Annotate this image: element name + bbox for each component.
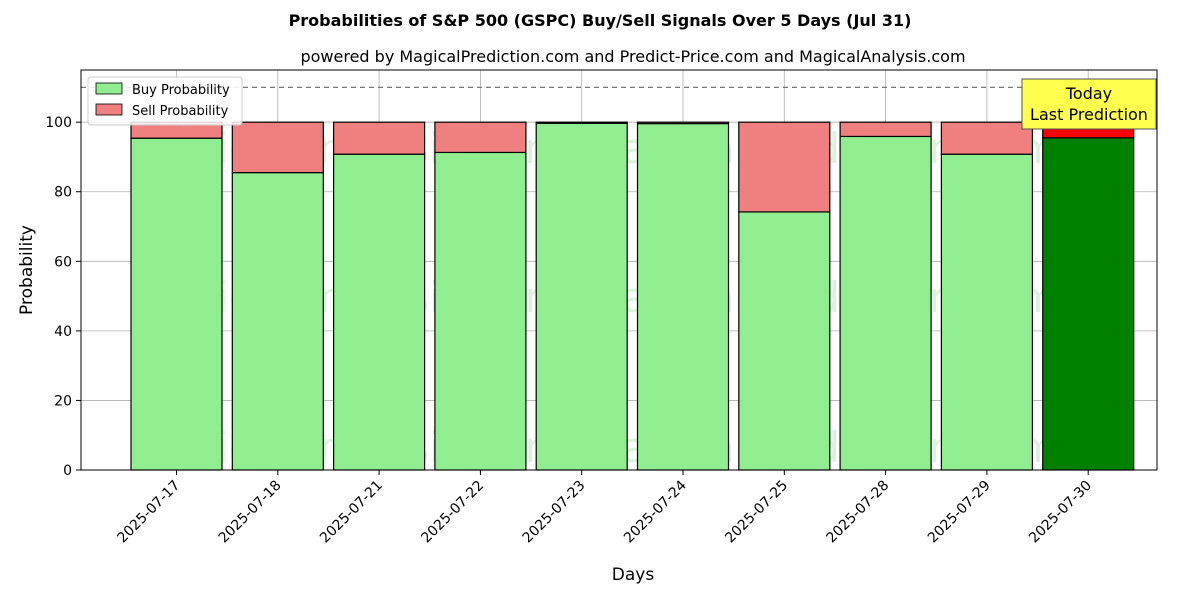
bar-sell — [535, 121, 628, 124]
y-tick-label: 0 — [63, 463, 72, 479]
annotation-line2: Last Prediction — [1030, 105, 1148, 124]
x-tick-label: 2025-07-24 — [621, 477, 690, 546]
bar-sell — [636, 121, 730, 125]
bar-buy — [940, 153, 1034, 471]
legend-swatch-sell — [95, 103, 123, 116]
bar-buy — [738, 211, 831, 471]
legend-box — [87, 76, 243, 126]
bar-buy — [839, 135, 932, 471]
legend-swatch-buy — [95, 82, 123, 95]
chart-title: Probabilities of S&P 500 (GSPC) Buy/Sell… — [289, 11, 912, 30]
bar-sell — [940, 121, 1034, 155]
y-tick-label: 60 — [54, 254, 72, 270]
x-tick-label: 2025-07-17 — [114, 478, 183, 547]
x-axis-ticks: 2025-07-17 2025-07-18 2025-07-21 2025-07-22… — [114, 470, 1095, 546]
x-tick-label: 2025-07-30 — [1026, 478, 1095, 547]
y-tick-label: 100 — [45, 115, 72, 131]
plot-frame — [80, 69, 1158, 471]
bar-buy — [535, 122, 628, 471]
bar-sell — [738, 121, 831, 213]
bar-sell — [839, 121, 932, 138]
y-axis-ticks: 0 20 40 60 80 100 — [45, 115, 81, 479]
x-tick-label: 2025-07-28 — [824, 478, 893, 547]
x-tick-label: 2025-07-25 — [722, 478, 791, 547]
bar-buy — [636, 122, 730, 471]
y-tick-label: 80 — [54, 185, 72, 201]
bar-buy — [1042, 137, 1135, 471]
bar-sell — [231, 121, 324, 174]
y-tick-label: 20 — [54, 393, 72, 409]
x-tick-label: 2025-07-18 — [216, 478, 285, 547]
bar-sell — [333, 121, 426, 155]
x-axis-label: Days — [612, 565, 655, 585]
x-tick-label: 2025-07-23 — [520, 478, 589, 547]
x-tick-label: 2025-07-29 — [925, 478, 994, 547]
x-tick-label: 2025-07-21 — [317, 478, 386, 547]
legend: Buy Probability Sell Probability — [87, 76, 243, 126]
today-annotation: Today Last Prediction — [1021, 78, 1157, 130]
bars — [130, 121, 1135, 471]
bar-buy — [333, 153, 426, 471]
legend-label-buy: Buy Probability — [132, 83, 230, 98]
y-axis-label: Probability — [17, 225, 37, 315]
bar-sell — [434, 121, 527, 154]
annotation-box — [1021, 78, 1157, 130]
bar-buy — [434, 151, 527, 471]
bar-buy — [231, 172, 324, 471]
y-tick-label: 40 — [54, 324, 72, 340]
x-tick-label: 2025-07-22 — [418, 478, 487, 547]
annotation-line1: Today — [1065, 84, 1112, 103]
chart-subtitle: powered by MagicalPrediction.com and Pre… — [300, 47, 965, 66]
legend-label-sell: Sell Probability — [132, 104, 229, 119]
bar-buy — [130, 137, 223, 471]
